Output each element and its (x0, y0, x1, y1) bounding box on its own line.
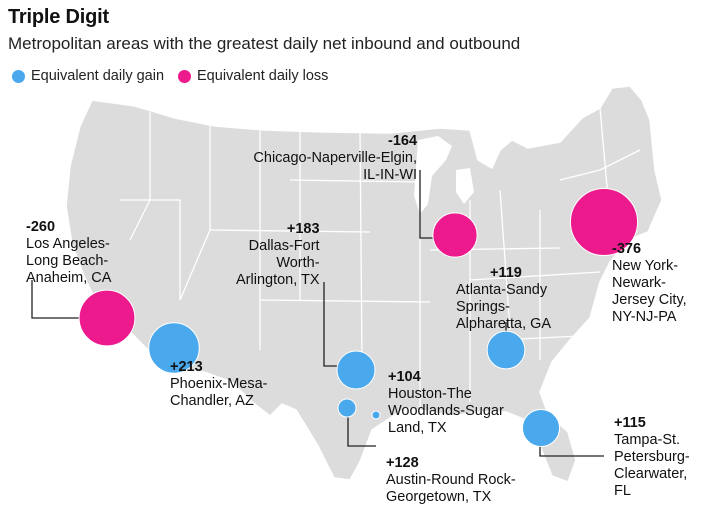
chart-title: Triple Digit (8, 6, 109, 28)
label-la-value: -260 (26, 219, 56, 235)
label-newyork-name: New York- Newark- Jersey City, NY-NJ-PA (612, 258, 687, 325)
great-lakes (414, 136, 452, 214)
label-la-name: Los Angeles- Long Beach- Anaheim, CA (26, 236, 112, 286)
label-phoenix-value: +213 (170, 359, 203, 375)
legend-gain-swatch (12, 69, 25, 83)
bubble-chicago (432, 212, 478, 258)
bubble-dallas (336, 350, 376, 390)
legend-gain-label: Equivalent daily gain (31, 68, 165, 84)
bubble-newyork (569, 187, 639, 257)
label-phoenix-name: Phoenix-Mesa- Chandler, AZ (170, 376, 268, 409)
label-chicago: -164 Chicago-Naperville-Elgin, IL-IN-WI (238, 116, 417, 184)
label-chicago-name: Chicago-Naperville-Elgin, IL-IN-WI (253, 150, 418, 183)
label-houston: +104 Houston-The Woodlands-Sugar Land, TX (388, 352, 504, 437)
label-newyork-value: -376 (612, 241, 642, 257)
label-phoenix: +213 Phoenix-Mesa- Chandler, AZ (170, 342, 268, 410)
legend: Equivalent daily gain Equivalent daily l… (12, 68, 342, 84)
chart-subtitle: Metropolitan areas with the greatest dai… (8, 34, 521, 53)
label-la: -260 Los Angeles- Long Beach- Anaheim, CA (26, 202, 111, 287)
label-houston-name: Houston-The Woodlands-Sugar Land, TX (388, 386, 504, 436)
label-tampa-name: Tampa-St. Petersburg- Clearwater, FL (614, 432, 690, 499)
bubble-tampa (521, 408, 561, 448)
label-newyork: -376 New York- Newark- Jersey City, NY-NJ… (612, 224, 687, 326)
label-austin-value: +128 (386, 455, 419, 471)
label-chicago-value: -164 (388, 133, 418, 149)
legend-item-loss: Equivalent daily loss (178, 68, 328, 84)
legend-loss-label: Equivalent daily loss (197, 68, 329, 84)
bubble-phoenix (148, 322, 200, 374)
label-dallas: +183 Dallas-Fort Worth- Arlington, TX (236, 204, 320, 289)
label-tampa-value: +115 (614, 415, 646, 431)
label-austin-name: Austin-Round Rock- Georgetown, TX (386, 472, 516, 505)
leader-austin (347, 410, 376, 447)
label-austin: +128 Austin-Round Rock- Georgetown, TX (386, 438, 516, 506)
us-landmass (65, 85, 663, 483)
label-dallas-name: Dallas-Fort Worth- Arlington, TX (236, 238, 320, 288)
metro-bubbles (78, 187, 639, 448)
bubble-houston (371, 410, 381, 420)
label-atlanta: +119 Atlanta-Sandy Springs- Alpharetta, G… (456, 248, 551, 333)
lake-michigan-east (456, 168, 474, 204)
bubble-atlanta (486, 330, 526, 370)
label-atlanta-value: +119 (490, 265, 522, 281)
bubble-austin (337, 398, 357, 418)
legend-item-gain: Equivalent daily gain (12, 68, 164, 84)
leader-dallas (323, 282, 340, 367)
label-atlanta-name: Atlanta-Sandy Springs- Alpharetta, GA (456, 282, 552, 332)
label-dallas-value: +183 (286, 221, 320, 237)
label-tampa: +115 Tampa-St. Petersburg- Clearwater, FL (614, 398, 690, 500)
label-houston-value: +104 (388, 369, 421, 385)
leader-la (31, 280, 80, 319)
state-borders (120, 107, 641, 410)
legend-loss-swatch (178, 69, 192, 83)
bubble-la (78, 289, 136, 347)
